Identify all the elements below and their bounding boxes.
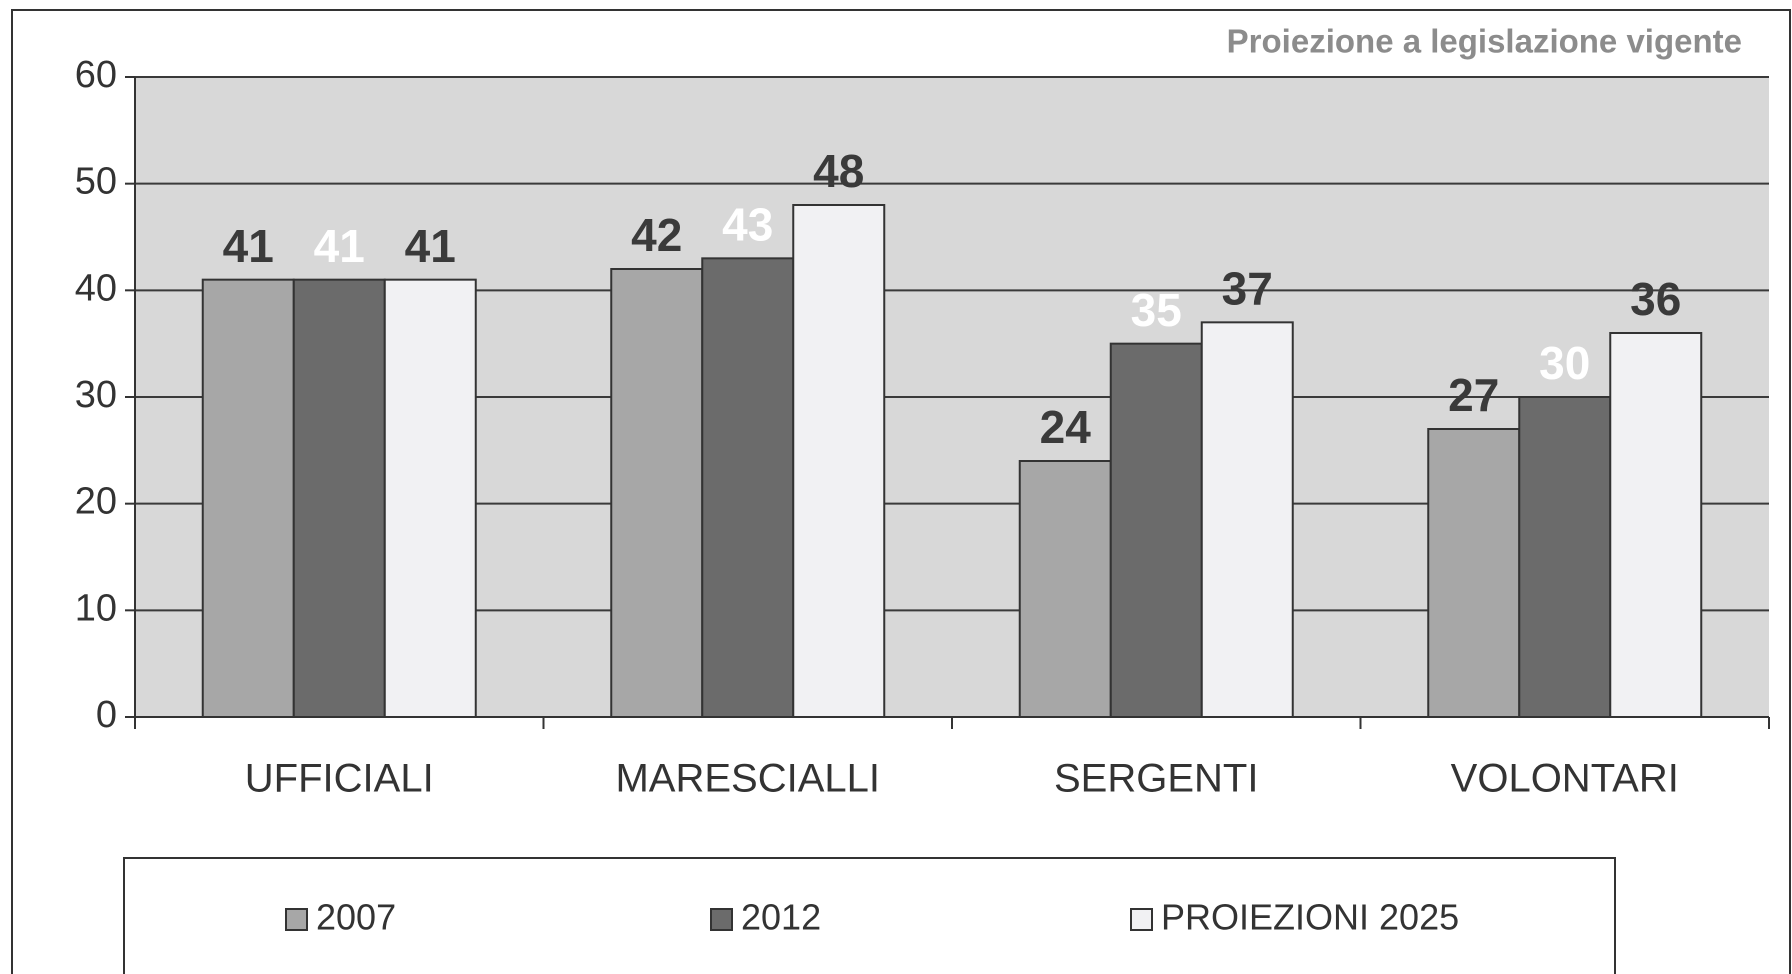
legend-box: [123, 857, 1616, 974]
x-tick-label: UFFICIALI: [245, 757, 434, 801]
y-tick-label: 0: [96, 694, 117, 736]
y-tick-label: 30: [75, 374, 117, 416]
data-label: 41: [314, 220, 365, 272]
y-tick-label: 40: [75, 267, 117, 309]
legend-swatch: [1130, 908, 1153, 931]
x-tick-label: VOLONTARI: [1451, 757, 1679, 801]
data-label: 24: [1040, 401, 1092, 453]
data-label: 48: [813, 145, 864, 197]
bar: [1609, 332, 1703, 718]
bar: [1518, 396, 1612, 718]
legend-label: 2007: [316, 897, 396, 938]
data-label: 30: [1539, 337, 1590, 389]
bar: [383, 278, 477, 718]
bar: [1427, 428, 1521, 718]
y-tick-label: 60: [75, 54, 117, 96]
bar: [1018, 460, 1112, 718]
data-label: 36: [1630, 273, 1681, 325]
bar: [292, 278, 386, 718]
legend-swatch: [710, 908, 733, 931]
bar: [792, 204, 886, 718]
x-tick-label: SERGENTI: [1054, 757, 1258, 801]
y-tick-label: 10: [75, 587, 117, 629]
bar: [1109, 342, 1203, 718]
bar: [1200, 321, 1294, 718]
x-tick-label: MARESCIALLI: [615, 757, 880, 801]
data-label: 37: [1222, 262, 1273, 314]
data-label: 35: [1131, 284, 1182, 336]
bar: [701, 257, 795, 718]
data-label: 41: [405, 220, 456, 272]
data-label: 43: [722, 198, 773, 250]
y-tick-label: 20: [75, 481, 117, 523]
frame: [11, 9, 1791, 974]
y-tick-label: 50: [75, 161, 117, 203]
legend-label: 2012: [741, 897, 821, 938]
legend-label: PROIEZIONI 2025: [1161, 897, 1459, 938]
legend-swatch: [285, 908, 308, 931]
bar: [201, 278, 295, 718]
data-label: 41: [223, 220, 274, 272]
data-label: 27: [1448, 369, 1499, 421]
data-label: 42: [631, 209, 682, 261]
bar: [610, 268, 704, 718]
chart-title: Proiezione a legislazione vigente: [1227, 23, 1742, 60]
